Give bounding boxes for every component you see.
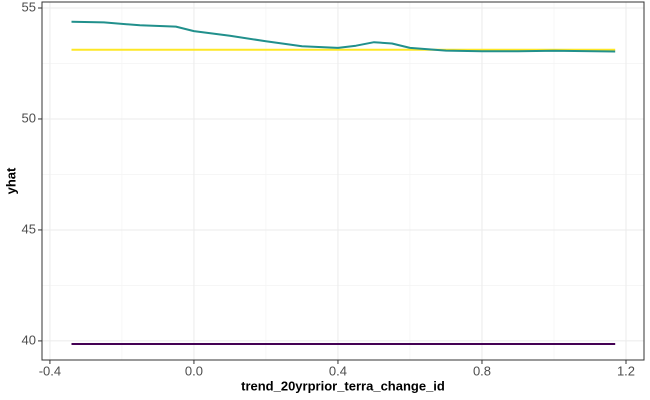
panel-border: [41, 1, 645, 361]
x-tick-label: 0.0: [185, 363, 203, 378]
x-axis-label: trend_20yrprior_terra_change_id: [241, 378, 445, 393]
y-tick-label: 40: [22, 332, 36, 347]
x-tick-label: 0.4: [329, 363, 347, 378]
x-tick-label: -0.4: [39, 363, 61, 378]
x-tick-label: 0.8: [473, 363, 491, 378]
y-axis-label: yhat: [3, 167, 18, 194]
y-tick-label: 50: [22, 110, 36, 125]
line: [71, 20, 616, 53]
x-tick-label: 1.2: [617, 363, 635, 378]
y-tick-label: 55: [22, 0, 36, 14]
y-tick-label: 45: [22, 221, 36, 236]
